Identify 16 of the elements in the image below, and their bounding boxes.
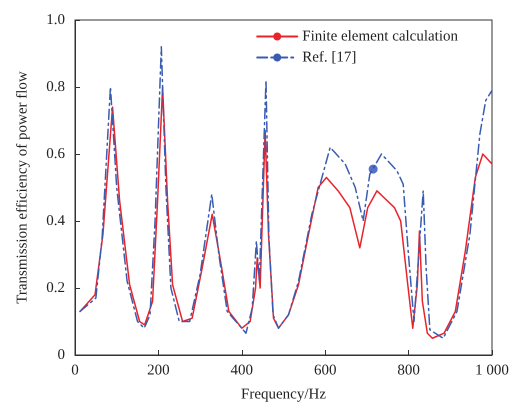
- y-axis-title: Transmission efficiency of power flow: [14, 71, 30, 304]
- legend-label: Ref. [17]: [302, 50, 356, 66]
- x-tick-label: 1 000: [475, 362, 509, 378]
- x-axis-title: Frequency/Hz: [241, 386, 326, 402]
- y-tick-label: 0: [58, 347, 65, 363]
- x-tick-label: 400: [230, 362, 254, 378]
- x-tick-label: 200: [147, 362, 170, 378]
- y-tick-label: 1.0: [46, 12, 65, 28]
- x-tick-label: 800: [397, 362, 420, 378]
- y-tick-label: 0.2: [46, 280, 65, 296]
- x-tick-label: 0: [71, 362, 79, 378]
- x-tick-label: 600: [314, 362, 336, 378]
- legend-label: Finite element calculation: [302, 28, 458, 44]
- y-tick-label: 0.4: [46, 213, 66, 229]
- y-tick-label: 0.8: [46, 79, 65, 95]
- y-tick-label: 0.6: [46, 146, 66, 162]
